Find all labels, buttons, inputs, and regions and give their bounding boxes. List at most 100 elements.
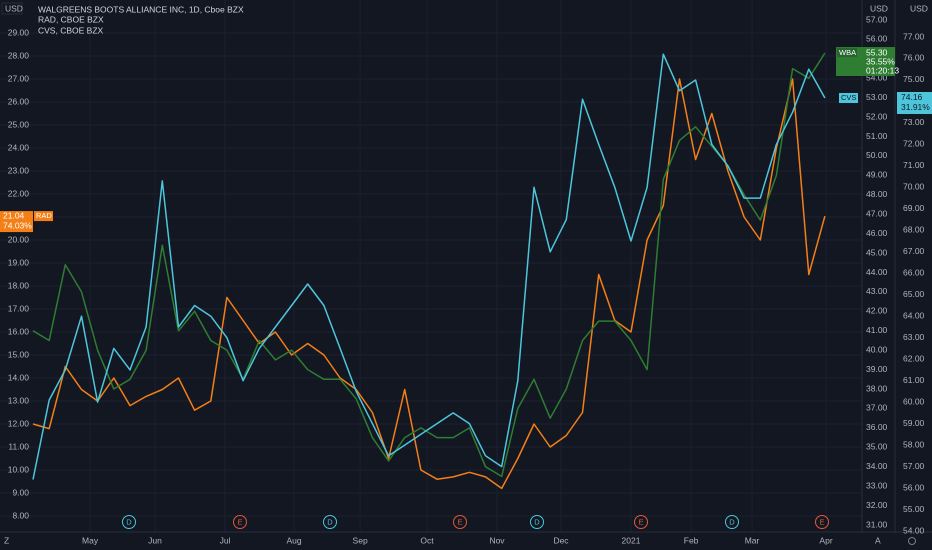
event-marker xyxy=(530,515,544,529)
tick-label: 28.00 xyxy=(8,50,30,60)
tick-label: 33.00 xyxy=(866,480,888,490)
tick-label: 65.00 xyxy=(903,289,925,299)
event-marker xyxy=(122,515,136,529)
event-label: D xyxy=(729,517,735,526)
currency-label: USD xyxy=(910,3,928,13)
x-tick-label: Sep xyxy=(353,535,368,545)
tick-label: 37.00 xyxy=(866,403,888,413)
x-tick-label: Dec xyxy=(553,535,569,545)
tick-label: 49.00 xyxy=(866,170,888,180)
tick-label: 47.00 xyxy=(866,208,888,218)
tick-label: 50.00 xyxy=(866,150,888,160)
axes: 8.00 9.00 10.00 11.00 12.00 13.00 14.00 15.00 16… xyxy=(8,14,925,545)
tick-label: 66.00 xyxy=(903,268,925,278)
tick-label: 44.00 xyxy=(866,267,888,277)
change-label: 31.91% xyxy=(901,102,930,112)
tick-label: 35.00 xyxy=(866,442,888,452)
tick-label: 22.00 xyxy=(8,188,30,198)
tick-label: 57.00 xyxy=(866,14,888,24)
x-tick-label: Oct xyxy=(420,535,434,545)
price-label: 55.30 xyxy=(866,47,888,57)
tick-label: 61.00 xyxy=(903,375,925,385)
tick-label: 19.00 xyxy=(8,257,30,267)
tick-label: 43.00 xyxy=(866,286,888,296)
event-label: D xyxy=(534,517,540,526)
tick-label: 9.00 xyxy=(12,487,29,497)
tick-label: 72.00 xyxy=(903,139,925,149)
tick-label: 8.00 xyxy=(12,510,29,520)
tick-label: 11.00 xyxy=(8,441,29,451)
tick-label: 68.00 xyxy=(903,225,925,235)
series-tag-label: CVS xyxy=(841,93,856,102)
tick-label: 15.00 xyxy=(8,349,30,359)
tick-label: 24.00 xyxy=(8,142,30,152)
series-line xyxy=(32,52,826,478)
price-label: 21.04 xyxy=(3,210,25,220)
tick-label: 31.00 xyxy=(866,519,888,529)
tick-label: 48.00 xyxy=(866,189,888,199)
series-tag-label: WBA xyxy=(839,48,856,57)
settings-icon[interactable] xyxy=(908,537,916,545)
x-tick-label: Mar xyxy=(745,535,760,545)
series-line xyxy=(32,53,826,480)
x-tick-label: Jul xyxy=(220,535,231,545)
x-tick-label: Apr xyxy=(819,535,832,545)
tick-label: 16.00 xyxy=(8,326,30,336)
tick-label: 51.00 xyxy=(866,131,888,141)
price-badge xyxy=(836,47,895,77)
tick-label: 54.00 xyxy=(903,525,925,535)
tick-label: 53.00 xyxy=(866,92,888,102)
tick-label: 14.00 xyxy=(8,372,30,382)
tick-label: 77.00 xyxy=(903,31,925,41)
tick-label: 25.00 xyxy=(8,119,30,129)
tick-label: 36.00 xyxy=(866,422,888,432)
tick-label: 57.00 xyxy=(903,461,925,471)
tick-label: 73.00 xyxy=(903,117,925,127)
tick-label: 63.00 xyxy=(903,332,925,342)
tick-label: 10.00 xyxy=(8,464,30,474)
tick-label: 45.00 xyxy=(866,247,888,257)
tick-label: 38.00 xyxy=(866,383,888,393)
tick-label: 70.00 xyxy=(903,182,925,192)
x-tick-label: Jun xyxy=(148,535,162,545)
price-badge xyxy=(897,91,932,114)
legend-entry: CVS, CBOE BZX xyxy=(38,25,104,35)
tick-label: 64.00 xyxy=(903,310,925,320)
series-line xyxy=(32,78,826,490)
tick-label: 29.00 xyxy=(8,27,30,37)
tick-label: 59.00 xyxy=(903,418,925,428)
series-tag xyxy=(839,92,858,103)
event-label: D xyxy=(327,517,333,526)
tick-label: 56.00 xyxy=(866,34,888,44)
x-tick-label: 2021 xyxy=(622,535,641,545)
tick-label: 12.00 xyxy=(8,418,30,428)
corner-mark[interactable]: Z xyxy=(4,535,9,545)
tick-label: 60.00 xyxy=(903,396,925,406)
event-label: E xyxy=(237,517,242,526)
tick-label: 54.00 xyxy=(866,73,888,83)
event-label: E xyxy=(819,517,824,526)
x-tick-label: Aug xyxy=(286,535,301,545)
event-label: D xyxy=(126,517,132,526)
tick-label: 40.00 xyxy=(866,344,888,354)
tick-label: 76.00 xyxy=(903,53,925,63)
corner-mark[interactable]: A xyxy=(875,535,881,545)
tick-label: 27.00 xyxy=(8,73,30,83)
tick-label: 26.00 xyxy=(8,96,30,106)
event-marker xyxy=(453,515,467,529)
tick-label: 75.00 xyxy=(903,74,925,84)
series-tag-label: RAD xyxy=(36,211,52,220)
tick-label: 71.00 xyxy=(903,160,925,170)
series-tag xyxy=(837,48,857,58)
currency-label: USD xyxy=(5,3,23,13)
event-marker xyxy=(725,515,739,529)
countdown-label: 01:20:13 xyxy=(866,65,899,75)
tick-label: 32.00 xyxy=(866,500,888,510)
x-tick-label: Nov xyxy=(489,535,505,545)
x-tick-label: May xyxy=(82,535,99,545)
legend-entry: WALGREENS BOOTS ALLIANCE INC, 1D, Cboe B… xyxy=(38,4,244,14)
tick-label: 52.00 xyxy=(866,111,888,121)
currency-label: USD xyxy=(870,3,888,13)
plot xyxy=(32,52,826,490)
